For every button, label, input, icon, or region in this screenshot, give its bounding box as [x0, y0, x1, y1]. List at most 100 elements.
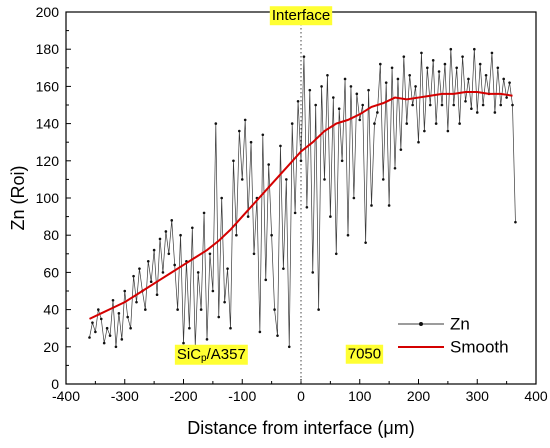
zn-point [376, 111, 379, 114]
y-tick-label: 0 [51, 376, 59, 392]
zn-point [493, 111, 497, 114]
zn-point [305, 206, 309, 209]
y-axis-title: Zn (Roi) [8, 165, 28, 230]
zn-point [114, 345, 118, 349]
zn-point [470, 107, 473, 111]
zn-point [226, 267, 229, 270]
zn-point [279, 144, 282, 148]
zn-point [223, 300, 226, 304]
zn-point [455, 66, 458, 70]
zn-point [514, 220, 517, 224]
zn-point [326, 73, 329, 77]
zn-point [188, 326, 191, 330]
zn-point [155, 293, 159, 297]
zn-point [464, 99, 467, 103]
zn-point [170, 219, 174, 222]
zn-point [249, 140, 253, 144]
zn-point [423, 129, 426, 133]
zn-point [352, 196, 356, 200]
zn-point [405, 122, 409, 125]
zn-point [205, 338, 209, 341]
zn-point [481, 103, 485, 107]
zn-point [264, 278, 268, 282]
y-tick-label: 80 [43, 227, 59, 243]
zn-point [496, 66, 500, 70]
zn-point [123, 289, 127, 293]
y-tick-label: 160 [36, 78, 60, 94]
zn-point [467, 77, 470, 81]
zn-point [499, 103, 503, 107]
zn-point [196, 271, 200, 274]
y-tick-label: 40 [43, 302, 59, 318]
zn-point [402, 55, 406, 58]
annotation-sicp-base: SiC [177, 346, 201, 363]
y-tick-label: 120 [36, 153, 60, 169]
zn-point [508, 81, 511, 84]
zn-point [367, 88, 370, 92]
zn-point [120, 338, 124, 341]
zn-point [478, 62, 482, 66]
zn-point [191, 226, 194, 230]
zn-point [161, 271, 165, 274]
zn-point [287, 345, 291, 349]
annotation-interface-text: Interface [272, 7, 330, 24]
zn-point [443, 62, 447, 66]
zn-point [108, 334, 112, 337]
zn-point [387, 204, 391, 207]
zn-point [381, 178, 385, 181]
x-tick-label: 0 [297, 388, 305, 404]
zn-point [129, 326, 132, 330]
zn-point [126, 315, 129, 319]
zn-point [320, 85, 323, 88]
y-tick-label: 200 [36, 4, 60, 20]
y-tick-label: 20 [43, 339, 59, 355]
zn-point [179, 233, 182, 237]
zn-point [302, 55, 306, 58]
x-tick-label: 300 [466, 388, 490, 404]
zn-point [408, 73, 411, 77]
zn-point [311, 271, 315, 274]
zn-point [411, 103, 414, 107]
zn-point [211, 289, 215, 293]
x-tick-label: -400 [52, 388, 80, 404]
annotation-sicp-rest: /A357 [207, 346, 246, 363]
zn-point [158, 237, 162, 241]
axis-ticks: -400 -300 -200 -100 0 100 200 300 400 0 20 40 60 80 10… [36, 4, 548, 404]
zn-point [282, 267, 285, 270]
zn-point [458, 122, 461, 125]
zn-point [152, 248, 156, 252]
zn-point [208, 252, 212, 256]
zn-point [475, 111, 479, 114]
zn-point [384, 81, 388, 84]
zn-point [290, 122, 294, 125]
zn-point [417, 140, 420, 144]
zn-point [437, 70, 441, 73]
zn-point [340, 159, 344, 163]
annotation-7050-bg [345, 344, 384, 364]
zn-point [146, 259, 150, 263]
zn-point [202, 211, 206, 215]
zn-point [399, 148, 403, 151]
zn-point [505, 96, 508, 99]
zn-point [511, 103, 514, 107]
zn-point [452, 103, 456, 107]
zn-point [373, 122, 376, 125]
legend: Zn Smooth [398, 315, 509, 357]
zn-point [252, 252, 256, 256]
zn-point [182, 341, 185, 345]
zn-point [390, 66, 394, 70]
x-tick-label: 100 [348, 388, 372, 404]
zn-point [431, 59, 435, 62]
zn-point [217, 315, 221, 319]
annotation-sicp-a357: SiCp/A357 [174, 344, 248, 365]
zn-point [426, 66, 429, 70]
series-zn [88, 47, 517, 349]
zn-point [317, 308, 320, 311]
zn-point [229, 326, 232, 330]
zn-point [232, 159, 235, 163]
zn-line [89, 49, 516, 347]
zn-point [296, 99, 300, 103]
zn-point [329, 215, 332, 218]
x-tick-label: -300 [111, 388, 139, 404]
